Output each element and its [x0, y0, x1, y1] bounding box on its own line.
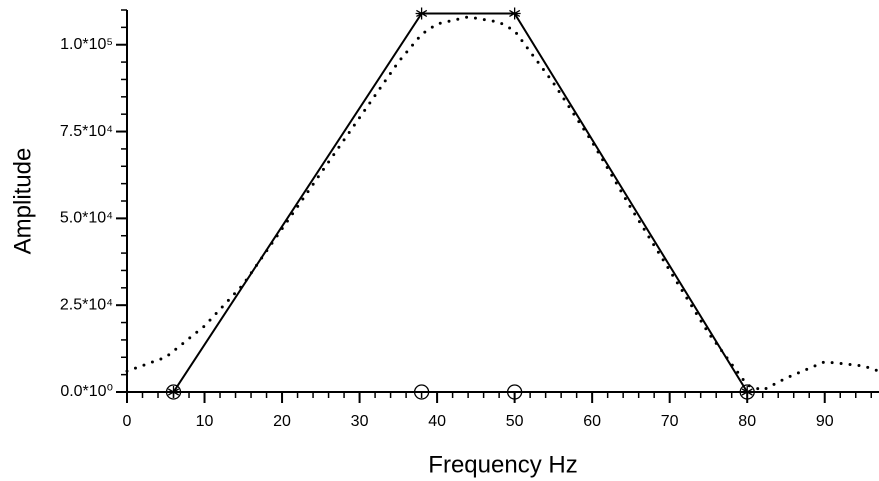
- y-axis-label: Amplitude: [9, 148, 36, 255]
- x-tick-label: 90: [816, 413, 834, 430]
- asterisk-marker: [741, 386, 754, 398]
- circle-marker: [739, 384, 755, 400]
- x-tick-label: 10: [196, 413, 214, 430]
- y-tick-label: 5.0*10⁴: [60, 210, 113, 227]
- y-tick-label: 2.5*10⁴: [60, 296, 113, 313]
- x-tick-label: 50: [506, 413, 524, 430]
- x-tick-label: 40: [428, 413, 446, 430]
- x-tick-label: 60: [583, 413, 601, 430]
- circle-marker: [413, 384, 430, 400]
- x-axis-label: Frequency Hz: [428, 451, 577, 478]
- y-tick-label: 0.0*10⁰: [60, 383, 113, 400]
- circle-marker: [165, 384, 182, 400]
- asterisk-marker: [415, 7, 428, 20]
- x-tick-label: 80: [738, 413, 756, 430]
- circle-marker: [506, 384, 523, 400]
- x-tick-label: 0: [123, 413, 132, 430]
- line: [172, 12, 749, 393]
- x-tick-label: 70: [661, 413, 679, 430]
- asterisk-marker: [167, 386, 180, 398]
- asterisk-marker: [508, 7, 521, 20]
- line: [125, 15, 879, 392]
- y-tick-label: 7.5*10⁴: [60, 123, 113, 140]
- x-tick-label: 20: [273, 413, 291, 430]
- y-tick-label: 1.0*10⁵: [60, 36, 113, 53]
- x-tick-label: 30: [351, 413, 369, 430]
